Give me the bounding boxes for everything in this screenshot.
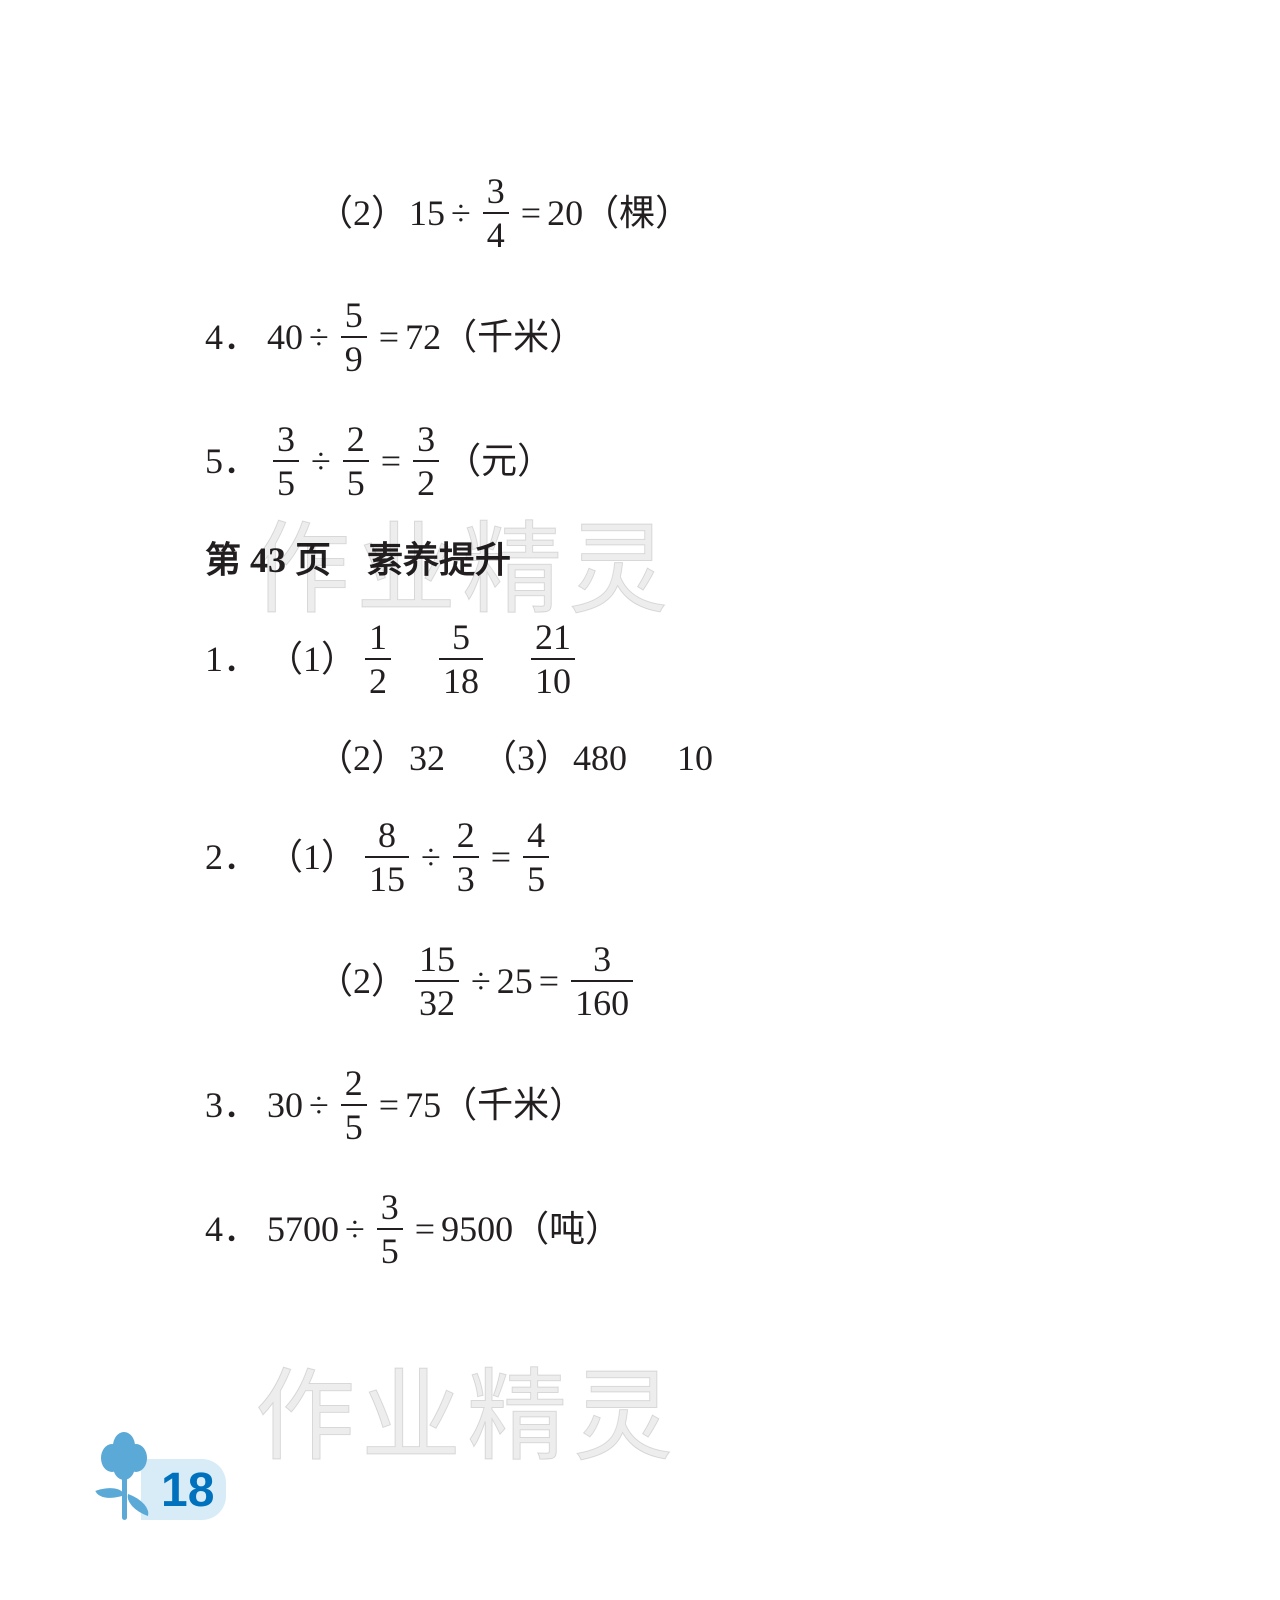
- fraction: 5 18: [439, 616, 483, 702]
- operand: 30: [267, 1087, 303, 1123]
- equation-line: （2） 15 32 ÷ 25 = 3 160: [205, 938, 905, 1024]
- value: 10: [677, 740, 713, 776]
- result: 9500: [441, 1211, 513, 1247]
- sub-label: （1）: [267, 839, 357, 875]
- question-number: 2．: [205, 839, 259, 875]
- equation-line: 2． （1） 8 15 ÷ 2 3 = 4 5: [205, 814, 905, 900]
- answer-line: （2） 32 （3） 480 10: [205, 740, 905, 776]
- fraction: 5 9: [341, 294, 367, 380]
- fraction: 3 5: [273, 418, 299, 504]
- fraction: 3 5: [377, 1186, 403, 1272]
- fraction: 3 2: [413, 418, 439, 504]
- equation-line: （2） 15 ÷ 3 4 = 20 （棵）: [205, 170, 905, 256]
- result: 20: [547, 195, 583, 231]
- sub-label: （1）: [267, 641, 357, 677]
- fraction: 15 32: [415, 938, 459, 1024]
- page-number-badge: 18: [95, 1426, 226, 1520]
- operand: 15: [409, 195, 445, 231]
- fraction: 8 15: [365, 814, 409, 900]
- section-heading: 第 43 页 素养提升: [205, 542, 905, 578]
- question-number: 4．: [205, 319, 259, 355]
- equation-line: 3． 30 ÷ 2 5 = 75 （千米）: [205, 1062, 905, 1148]
- equation-line: 4． 40 ÷ 5 9 = 72 （千米）: [205, 294, 905, 380]
- operand: 40: [267, 319, 303, 355]
- question-number: 3．: [205, 1087, 259, 1123]
- fraction: 4 5: [523, 814, 549, 900]
- page-content: （2） 15 ÷ 3 4 = 20 （棵） 4． 40 ÷ 5 9 = 72 （…: [205, 170, 905, 1272]
- equals: =: [381, 443, 401, 479]
- sub-label: （2）: [317, 195, 407, 231]
- equals: =: [379, 1087, 399, 1123]
- operator: ÷: [309, 1087, 329, 1123]
- operator: ÷: [311, 443, 331, 479]
- equation-line: 5． 3 5 ÷ 2 5 = 3 2 （元）: [205, 418, 905, 504]
- sub-label: （2）: [317, 963, 407, 999]
- fraction: 2 5: [343, 418, 369, 504]
- answer-line: 1． （1） 1 2 5 18 21 10: [205, 616, 905, 702]
- value: 32: [409, 740, 445, 776]
- operator: ÷: [421, 839, 441, 875]
- question-number: 5．: [205, 443, 259, 479]
- result: 75: [405, 1087, 441, 1123]
- watermark-text: 作业精灵: [255, 1335, 679, 1480]
- question-number: 1．: [205, 641, 259, 677]
- equals: =: [539, 963, 559, 999]
- unit: （千米）: [441, 1087, 585, 1123]
- unit: （吨）: [513, 1211, 621, 1247]
- fraction: 3 160: [571, 938, 633, 1024]
- equals: =: [521, 195, 541, 231]
- operator: ÷: [345, 1211, 365, 1247]
- equals: =: [491, 839, 511, 875]
- operand: 5700: [267, 1211, 339, 1247]
- value: 480: [573, 740, 627, 776]
- unit: （棵）: [583, 195, 691, 231]
- equation-line: 4． 5700 ÷ 3 5 = 9500 （吨）: [205, 1186, 905, 1272]
- fraction: 1 2: [365, 616, 391, 702]
- sub-label: （2）: [317, 740, 407, 776]
- operator: ÷: [309, 319, 329, 355]
- fraction: 2 3: [453, 814, 479, 900]
- operator: ÷: [451, 195, 471, 231]
- fraction: 3 4: [483, 170, 509, 256]
- question-number: 4．: [205, 1211, 259, 1247]
- equals: =: [415, 1211, 435, 1247]
- unit: （元）: [445, 443, 553, 479]
- unit: （千米）: [441, 319, 585, 355]
- fraction: 2 5: [341, 1062, 367, 1148]
- operator: ÷: [471, 963, 491, 999]
- equals: =: [379, 319, 399, 355]
- operand: 25: [497, 963, 533, 999]
- result: 72: [405, 319, 441, 355]
- flower-icon: [95, 1426, 155, 1526]
- fraction: 21 10: [531, 616, 575, 702]
- sub-label: （3）: [481, 740, 571, 776]
